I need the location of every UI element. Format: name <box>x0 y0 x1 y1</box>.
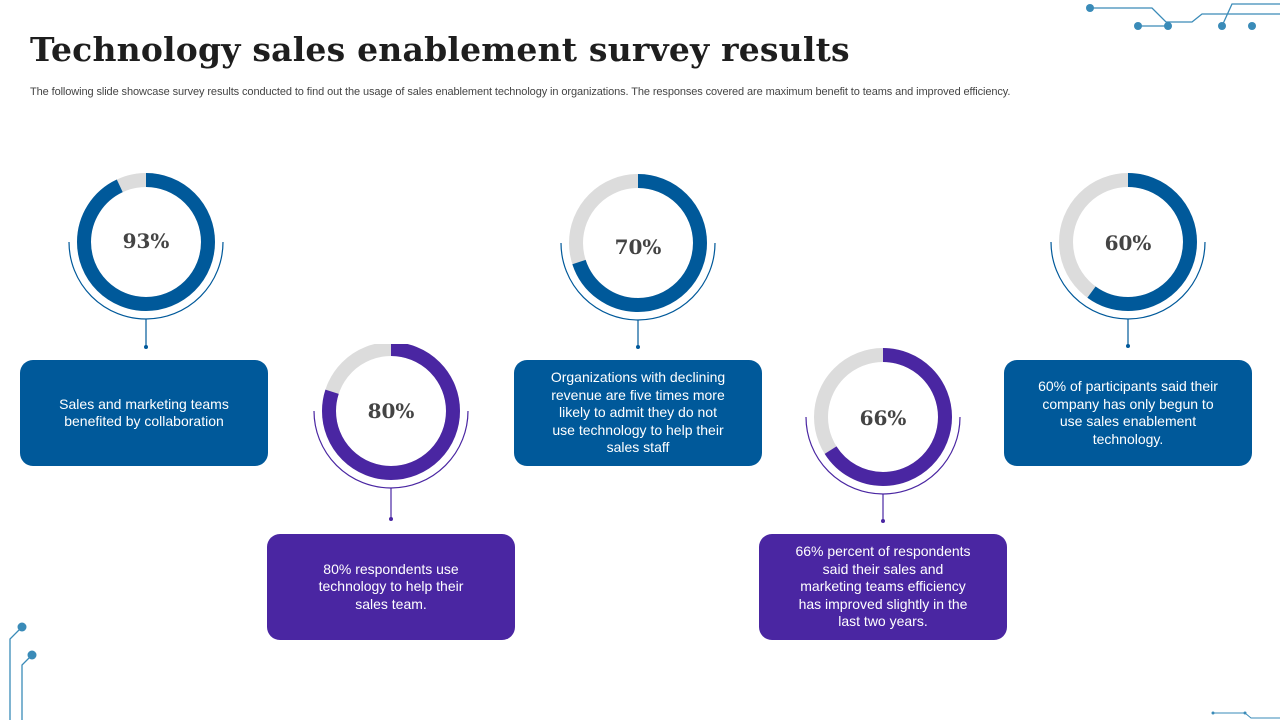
info-card-80: 80% respondents use technology to help t… <box>267 534 515 640</box>
donut-chart-70 <box>560 174 716 349</box>
info-card-60: 60% of participants said their company h… <box>1004 360 1252 466</box>
info-card-93: Sales and marketing teams benefited by c… <box>20 360 268 466</box>
donut-chart-80 <box>313 344 469 521</box>
donut-chart-93 <box>68 173 224 349</box>
info-card-70: Organizations with declining revenue are… <box>514 360 762 466</box>
percent-label-93: 93% <box>122 229 170 253</box>
donut-arc-93 <box>77 173 215 311</box>
donut-chart-66 <box>805 348 961 523</box>
circuit-decoration-bottom-left <box>9 622 37 720</box>
page-subtitle: The following slide showcase survey resu… <box>30 86 1011 98</box>
percent-label-66: 66% <box>859 406 907 430</box>
circuit-decoration-top-right <box>1086 3 1280 30</box>
percent-label-60: 60% <box>1104 231 1152 255</box>
donut-arc-60 <box>1059 173 1197 311</box>
donut-arc-70 <box>569 174 707 312</box>
donut-arc-66 <box>814 348 952 486</box>
circuit-decoration-bottom-right <box>1211 711 1280 719</box>
donut-arc-80 <box>322 344 460 480</box>
info-card-66: 66% percent of respondents said their sa… <box>759 534 1007 640</box>
percent-label-70: 70% <box>614 235 662 259</box>
percent-label-80: 80% <box>367 399 415 423</box>
page-title: Technology sales enablement survey resul… <box>30 30 850 69</box>
donut-chart-60 <box>1050 173 1206 348</box>
